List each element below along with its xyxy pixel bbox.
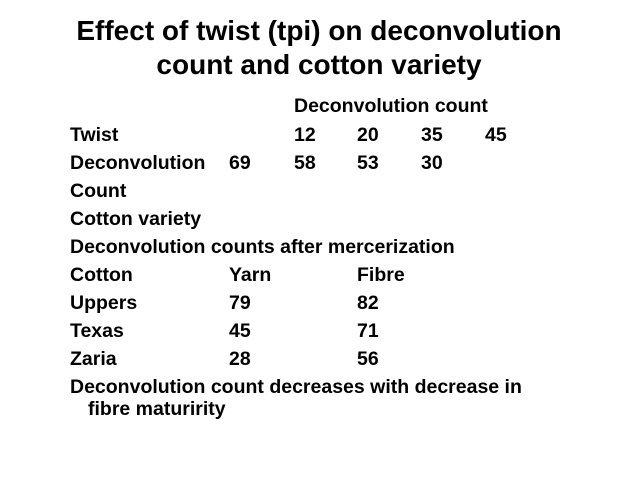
twist-label: Twist <box>70 124 119 146</box>
slide-title: Effect of twist (tpi) on deconvolution c… <box>0 14 638 82</box>
table-cell-cotton: Uppers <box>70 292 138 314</box>
count-label: Count <box>70 180 127 202</box>
table-cell-yarn: 79 <box>229 292 251 314</box>
twist-value: 12 <box>294 124 316 146</box>
table-header-fibre: Fibre <box>357 264 405 286</box>
table-cell-yarn: 45 <box>229 320 251 342</box>
table-cell-yarn: 28 <box>229 348 251 370</box>
conclusion-line-2: fibre maturirity <box>88 398 226 420</box>
mercerization-heading: Deconvolution counts after mercerization <box>70 236 455 258</box>
table-header-yarn: Yarn <box>229 264 272 286</box>
title-line-1: Effect of twist (tpi) on deconvolution <box>76 15 562 46</box>
table-header-cotton: Cotton <box>70 264 133 286</box>
twist-value: 20 <box>357 124 379 146</box>
deconvolution-value: 69 <box>229 152 251 174</box>
table-cell-cotton: Texas <box>70 320 124 342</box>
deconvolution-label: Deconvolution <box>70 152 206 174</box>
cotton-variety-heading: Cotton variety <box>70 208 202 230</box>
deconvolution-value: 53 <box>357 152 379 174</box>
table-cell-fibre: 56 <box>357 348 379 370</box>
table-cell-fibre: 82 <box>357 292 379 314</box>
title-line-2: count and cotton variety <box>156 49 482 80</box>
twist-value: 45 <box>485 124 507 146</box>
deconvolution-value: 58 <box>294 152 316 174</box>
table-cell-cotton: Zaria <box>70 348 117 370</box>
twist-value: 35 <box>421 124 443 146</box>
deconvolution-count-heading: Deconvolution count <box>294 95 488 117</box>
deconvolution-value: 30 <box>421 152 443 174</box>
conclusion-line-1: Deconvolution count decreases with decre… <box>70 376 522 398</box>
table-cell-fibre: 71 <box>357 320 379 342</box>
